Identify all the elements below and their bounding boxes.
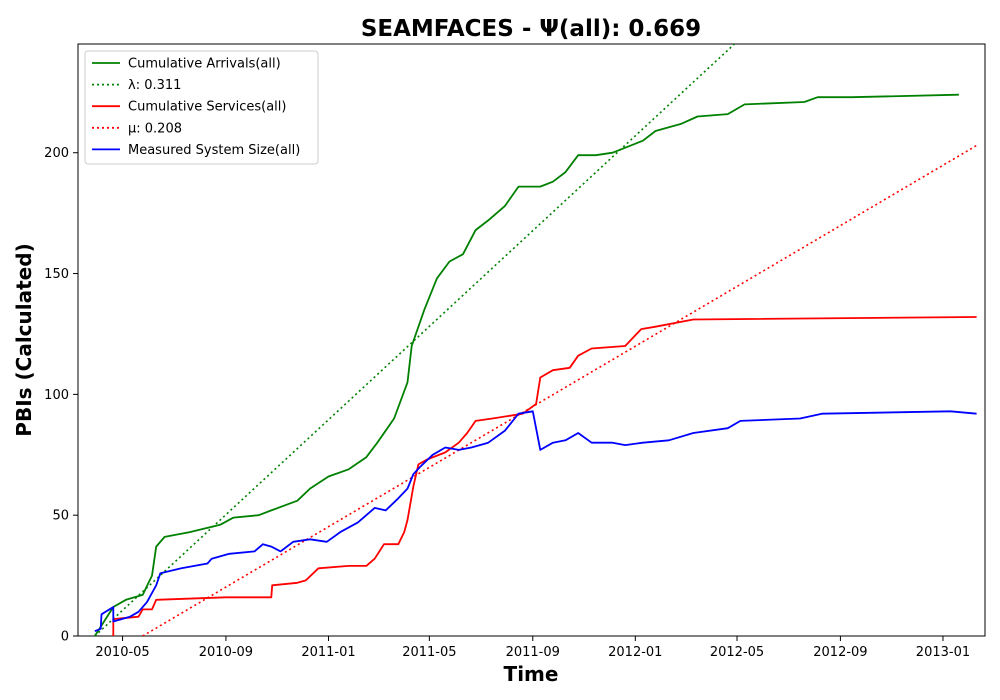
x-tick-label: 2011-05	[402, 645, 456, 660]
legend-label: Cumulative Arrivals(all)	[128, 57, 281, 72]
series-line-cumulative-services-all	[112, 316, 977, 636]
legend-label: μ: 0.208	[128, 121, 182, 136]
x-tick-label: 2013-01	[916, 645, 970, 660]
series-line-measured-system-size-all	[94, 410, 977, 633]
y-tick-label: 200	[44, 146, 69, 161]
legend: Cumulative Arrivals(all) λ: 0.311 Cumulati…	[84, 50, 319, 165]
x-tick-label: 2012-01	[608, 645, 662, 660]
legend-box	[84, 50, 319, 165]
x-tick-label: 2011-09	[506, 645, 560, 660]
x-tick-label: 2010-09	[199, 645, 253, 660]
legend-label: Measured System Size(all)	[128, 143, 300, 158]
chart-title: SEAMFACES - Ψ(all): 0.669	[361, 16, 701, 42]
y-axis: 0 50 100 150 200	[44, 146, 78, 645]
x-tick-label: 2011-01	[301, 645, 355, 660]
x-tick-label: 2012-09	[813, 645, 867, 660]
y-tick-label: 150	[44, 267, 69, 282]
y-tick-label: 50	[52, 509, 69, 524]
plot-area	[77, 43, 986, 637]
x-tick-label: 2010-05	[95, 645, 149, 660]
x-axis: 2010-05 2010-09 2011-01 2011-05 2011-09 2012-…	[95, 636, 970, 660]
series-line-0-311	[94, 44, 736, 636]
y-axis-label: PBIs (Calculated)	[12, 243, 36, 436]
x-axis-label: Time	[504, 662, 559, 686]
series-line-cumulative-arrivals-all	[94, 93, 959, 636]
y-tick-label: 0	[61, 630, 69, 645]
legend-label: λ: 0.311	[128, 78, 181, 93]
legend-label: Cumulative Services(all)	[128, 100, 286, 115]
x-tick-label: 2012-05	[710, 645, 764, 660]
y-tick-label: 100	[44, 388, 69, 403]
series-layer	[94, 44, 978, 636]
series-line-0-208	[142, 144, 978, 636]
